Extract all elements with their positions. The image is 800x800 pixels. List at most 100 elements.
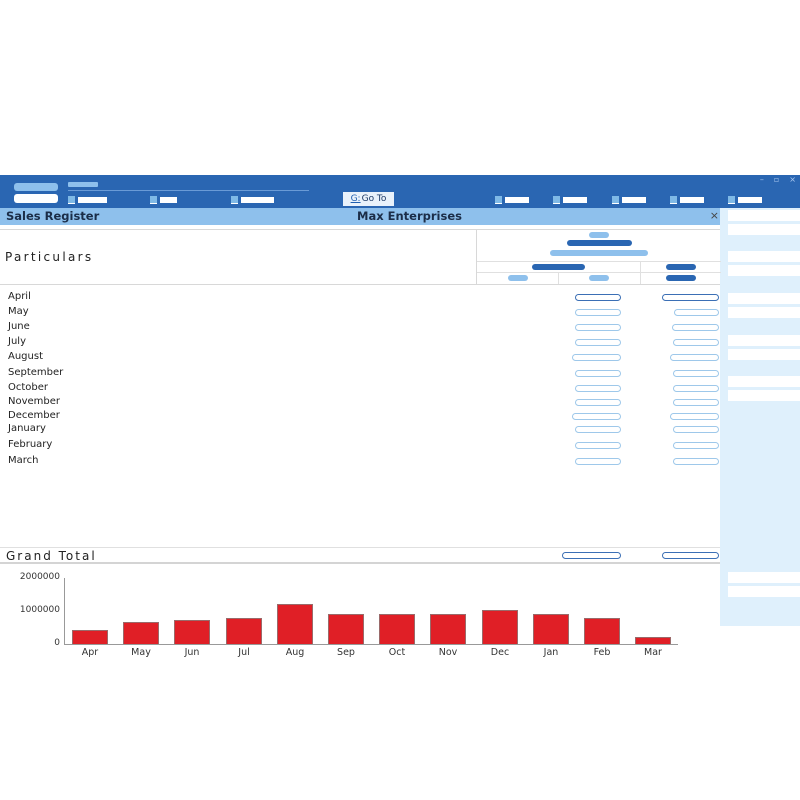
menu-item-4[interactable] [495, 195, 529, 205]
panel-button-9[interactable] [728, 376, 800, 387]
table-row[interactable]: June [0, 321, 720, 335]
chart-bar [328, 614, 364, 644]
menu-item-5[interactable] [553, 195, 587, 205]
report-header: Particulars [0, 229, 721, 285]
table-row[interactable]: January [0, 423, 720, 437]
chart-bar [226, 618, 262, 644]
table-row[interactable]: September [0, 367, 720, 381]
value-cell [575, 294, 621, 301]
table-row[interactable]: March [0, 455, 720, 469]
table-row[interactable]: July [0, 336, 720, 350]
value-cell [575, 385, 621, 392]
row-label: March [8, 455, 39, 466]
header-divider [477, 261, 721, 262]
value-cell [673, 458, 719, 465]
panel-button-3[interactable] [728, 251, 800, 262]
row-label: January [8, 423, 46, 434]
column-header-placeholder [666, 275, 696, 281]
topbar-divider [68, 190, 309, 191]
panel-button-11[interactable] [728, 572, 800, 583]
x-tick-label: Jan [543, 647, 559, 658]
value-cell [673, 339, 719, 346]
table-row[interactable]: February [0, 439, 720, 453]
value-cell [575, 399, 621, 406]
menu-item-6[interactable] [612, 195, 646, 205]
table-row[interactable]: April [0, 291, 720, 305]
x-tick-label: Jun [184, 647, 200, 658]
menu-key-icon [553, 196, 560, 204]
x-tick-label: Mar [644, 647, 662, 658]
menu-label [680, 197, 704, 203]
panel-button-8[interactable] [728, 349, 800, 360]
y-tick-label: 0 [54, 638, 60, 648]
chart-bar [430, 614, 466, 644]
x-tick-label: Dec [490, 647, 510, 658]
column-header-placeholder [589, 275, 609, 281]
chart-bar [72, 630, 108, 644]
menu-key-icon [612, 196, 619, 204]
chart-bar [379, 614, 415, 644]
value-cell [670, 354, 719, 361]
value-cell [673, 385, 719, 392]
menu-item-8[interactable] [728, 195, 762, 205]
product-name-box[interactable] [14, 194, 58, 203]
value-cell [673, 370, 719, 377]
value-cell [674, 309, 719, 316]
grand-total-row[interactable]: Grand Total [0, 547, 720, 564]
chart-bar [174, 620, 210, 644]
table-row[interactable]: May [0, 306, 720, 320]
x-tick-label: Apr [81, 647, 99, 658]
chart-bar [635, 637, 671, 644]
grand-total-label: Grand Total [6, 549, 97, 563]
menu-label [622, 197, 646, 203]
panel-button-1[interactable] [728, 210, 800, 221]
value-cell [575, 442, 621, 449]
chart-bar [277, 604, 313, 644]
column-header-placeholder [532, 264, 585, 270]
x-tick-label: Jul [238, 647, 250, 658]
y-tick-label: 2000000 [19, 572, 60, 582]
y-tick-label: 1000000 [19, 605, 60, 615]
panel-button-10[interactable] [728, 390, 800, 401]
product-logo [14, 183, 58, 191]
close-window-icon[interactable]: × [789, 175, 796, 184]
x-tick-label: Nov [438, 647, 458, 658]
close-report-icon[interactable]: × [709, 209, 719, 222]
table-row[interactable]: August [0, 351, 720, 365]
particulars-header: Particulars [5, 250, 94, 264]
table-row[interactable]: December [0, 410, 720, 424]
company-name: Max Enterprises [357, 209, 462, 223]
header-divider [558, 272, 559, 284]
panel-button-7[interactable] [728, 335, 800, 346]
panel-button-5[interactable] [728, 293, 800, 304]
panel-button-6[interactable] [728, 307, 800, 318]
value-cell [670, 413, 719, 420]
menu-item-2[interactable] [150, 195, 177, 205]
menu-key-icon [68, 196, 75, 204]
report-title-bar: Sales Register Max Enterprises × [0, 208, 720, 225]
column-header-placeholder [550, 250, 648, 256]
row-label: October [8, 382, 49, 393]
table-row[interactable]: November [0, 396, 720, 410]
menu-label [160, 197, 177, 203]
panel-button-2[interactable] [728, 224, 800, 235]
panel-button-12[interactable] [728, 586, 800, 597]
value-cell [575, 339, 621, 346]
goto-button[interactable]: G: Go To [343, 192, 394, 206]
menu-item-7[interactable] [670, 195, 704, 205]
value-cell [575, 458, 621, 465]
menu-item-1[interactable] [68, 195, 107, 205]
row-label: December [8, 410, 60, 421]
row-label: July [8, 336, 26, 347]
menu-label [78, 197, 107, 203]
table-row[interactable]: October [0, 382, 720, 396]
restore-icon[interactable]: ▫ [773, 175, 780, 184]
window-controls: – ▫ × [760, 175, 796, 184]
panel-button-4[interactable] [728, 265, 800, 276]
report-title: Sales Register [6, 209, 100, 223]
menu-item-3[interactable] [231, 195, 274, 205]
app-window: G: Go To – ▫ × Sales Registe [0, 175, 800, 658]
minimize-icon[interactable]: – [759, 175, 764, 184]
value-cell [575, 426, 621, 433]
y-axis [64, 578, 65, 644]
